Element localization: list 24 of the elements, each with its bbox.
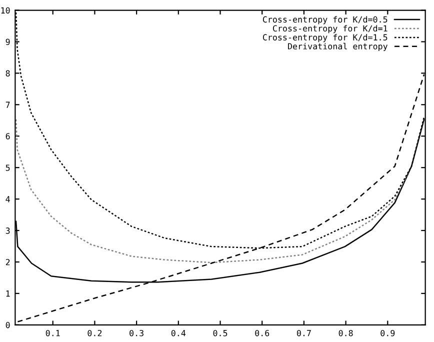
x-tick-label: 0.5 <box>213 330 228 336</box>
y-tick-label: 2 <box>6 258 10 266</box>
legend-label: Cross-entropy for K/d=1.5 <box>262 34 388 42</box>
y-tick-label: 5 <box>6 164 10 171</box>
y-tick-label: 0 <box>6 322 10 328</box>
y-tick-label: 9 <box>6 38 10 46</box>
x-tick-label: 0.8 <box>338 330 353 336</box>
y-tick-label: 7 <box>6 102 10 108</box>
x-tick-label: 0.9 <box>380 330 395 336</box>
y-tick-label: 10 <box>1 7 10 14</box>
x-tick-label: 0.4 <box>171 330 186 336</box>
y-tick-label: 4 <box>6 196 10 202</box>
legend-label: Cross-entropy for K/d=1 <box>272 25 388 34</box>
y-tick-label: 3 <box>6 228 10 234</box>
y-tick-label: 8 <box>6 70 10 76</box>
x-tick-label: 0.6 <box>255 330 270 336</box>
x-tick-label: 0.2 <box>88 330 102 336</box>
legend-label: Cross-entropy for K/d=0.5 <box>262 16 388 24</box>
y-tick-label: 1 <box>6 290 10 297</box>
x-tick-label: 0.7 <box>296 330 311 336</box>
legend-label: Derivational entropy <box>288 42 388 52</box>
x-tick-label: 0.1 <box>46 330 60 336</box>
x-tick-label: 0.3 <box>130 330 144 336</box>
y-tick-label: 6 <box>6 133 10 140</box>
